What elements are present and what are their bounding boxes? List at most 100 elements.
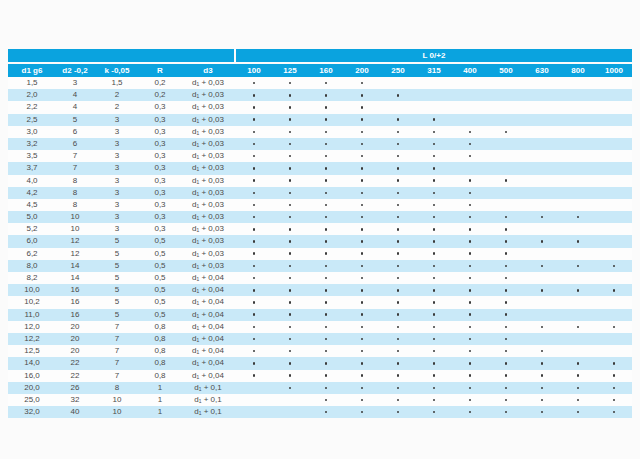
availability-cell — [560, 321, 596, 333]
availability-dot-icon — [361, 399, 364, 402]
availability-dot-icon — [433, 252, 436, 255]
availability-dot-icon — [361, 167, 364, 170]
cell-d3: d₁ + 0,1 — [180, 406, 236, 418]
cell-d3: d₁ + 0,03 — [180, 150, 236, 162]
availability-cell — [596, 406, 632, 418]
availability-cell — [308, 272, 344, 284]
availability-dot-icon — [361, 350, 364, 353]
availability-cell — [380, 357, 416, 369]
availability-dot-icon — [397, 240, 400, 243]
availability-cell — [308, 406, 344, 418]
availability-cell — [380, 248, 416, 260]
availability-cell — [236, 284, 272, 296]
cell-d3: d₁ + 0,03 — [180, 235, 236, 247]
availability-cell — [308, 345, 344, 357]
availability-cell — [452, 248, 488, 260]
availability-dot-icon — [361, 216, 364, 219]
availability-dot-icon — [253, 362, 256, 365]
availability-cell — [560, 77, 596, 89]
availability-cell — [452, 370, 488, 382]
availability-cell — [596, 394, 632, 406]
cell-k: 7 — [94, 370, 140, 382]
availability-dot-icon — [469, 228, 472, 231]
availability-cell — [416, 406, 452, 418]
availability-cell — [596, 187, 632, 199]
cell-R: 0,3 — [140, 162, 180, 174]
availability-dot-icon — [289, 252, 292, 255]
length-column-header-8: 630 — [524, 64, 560, 77]
cell-d3: d₁ + 0,03 — [180, 77, 236, 89]
availability-dot-icon — [397, 313, 400, 316]
table-row: 4,5830,3d₁ + 0,03 — [8, 199, 632, 211]
availability-dot-icon — [505, 277, 508, 280]
cell-d2: 22 — [56, 357, 94, 369]
availability-cell — [308, 223, 344, 235]
column-header-2: k -0,05 — [94, 64, 140, 77]
availability-dot-icon — [289, 216, 292, 219]
availability-dot-icon — [541, 399, 544, 402]
availability-cell — [272, 211, 308, 223]
cell-d3: d₁ + 0,03 — [180, 126, 236, 138]
cell-R: 0,5 — [140, 248, 180, 260]
availability-cell — [344, 77, 380, 89]
availability-dot-icon — [361, 252, 364, 255]
availability-dot-icon — [253, 313, 256, 316]
availability-dot-icon — [325, 106, 328, 109]
cell-k: 3 — [94, 126, 140, 138]
cell-d1: 4,5 — [8, 199, 56, 211]
availability-dot-icon — [433, 216, 436, 219]
availability-cell — [272, 370, 308, 382]
availability-cell — [272, 101, 308, 113]
cell-d2: 7 — [56, 150, 94, 162]
availability-cell — [272, 272, 308, 284]
cell-d2: 16 — [56, 296, 94, 308]
cell-d2: 10 — [56, 223, 94, 235]
cell-d2: 6 — [56, 138, 94, 150]
availability-cell — [488, 248, 524, 260]
availability-cell — [308, 248, 344, 260]
availability-cell — [452, 150, 488, 162]
table-row: 25,032101d₁ + 0,1 — [8, 394, 632, 406]
availability-cell — [452, 211, 488, 223]
availability-cell — [380, 223, 416, 235]
column-header-4: d3 — [180, 64, 236, 77]
availability-cell — [452, 260, 488, 272]
availability-cell — [272, 321, 308, 333]
availability-cell — [236, 89, 272, 101]
availability-cell — [308, 211, 344, 223]
availability-dot-icon — [361, 277, 364, 280]
cell-d1: 3,0 — [8, 126, 56, 138]
availability-dot-icon — [433, 338, 436, 341]
table-row: 4,0830,3d₁ + 0,03 — [8, 175, 632, 187]
availability-dot-icon — [397, 326, 400, 329]
table-row: 20,02681d₁ + 0,1 — [8, 382, 632, 394]
availability-dot-icon — [469, 155, 472, 158]
availability-cell — [272, 260, 308, 272]
availability-dot-icon — [397, 350, 400, 353]
availability-cell — [560, 114, 596, 126]
availability-dot-icon — [289, 204, 292, 207]
cell-d1: 14,0 — [8, 357, 56, 369]
availability-dot-icon — [469, 277, 472, 280]
availability-dot-icon — [361, 228, 364, 231]
availability-cell — [236, 394, 272, 406]
cell-R: 0,3 — [140, 211, 180, 223]
availability-cell — [344, 345, 380, 357]
availability-dot-icon — [325, 326, 328, 329]
cell-d3: d₁ + 0,03 — [180, 89, 236, 101]
availability-cell — [344, 150, 380, 162]
availability-cell — [308, 309, 344, 321]
cell-d1: 3,7 — [8, 162, 56, 174]
availability-cell — [236, 260, 272, 272]
availability-cell — [308, 394, 344, 406]
cell-d1: 12,2 — [8, 333, 56, 345]
availability-dot-icon — [361, 301, 364, 304]
cell-d3: d₁ + 0,04 — [180, 357, 236, 369]
cell-R: 0,2 — [140, 89, 180, 101]
availability-cell — [380, 101, 416, 113]
availability-dot-icon — [397, 192, 400, 195]
availability-dot-icon — [469, 216, 472, 219]
availability-cell — [560, 248, 596, 260]
availability-cell — [380, 260, 416, 272]
availability-dot-icon — [433, 277, 436, 280]
